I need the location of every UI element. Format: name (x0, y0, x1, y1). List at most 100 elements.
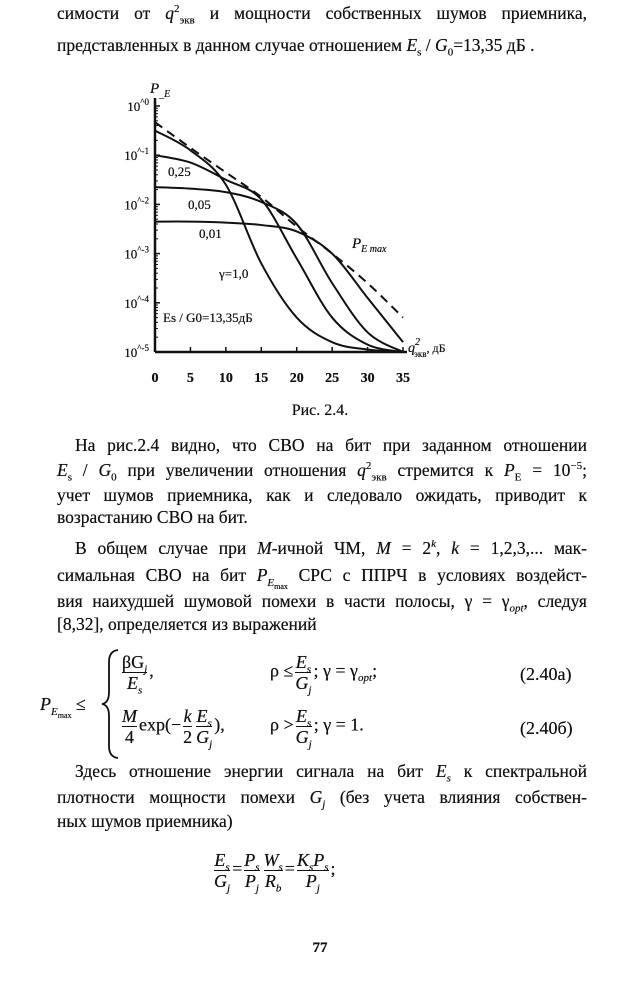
figure-2-4-chart: 0 5 10 15 20 25 30 35 10^0 10^-1 10^-2 10^-3 10^-4 10… (124, 81, 445, 386)
series-line-4 (154, 220, 404, 343)
math-token: E (214, 850, 226, 870)
brace-shape (101, 649, 119, 759)
math-token: max (57, 710, 72, 720)
math-token: / (421, 35, 436, 55)
math-part: j (256, 883, 259, 895)
formula-2-40a-row: βGj Es, ρ ≤ Es Gj; γ = γopt; (120, 652, 378, 696)
math-token: j (308, 684, 312, 697)
y-tick-label: 10^-4 (124, 294, 149, 311)
math-token: , (436, 538, 452, 558)
math-token: ; γ = 1. (313, 714, 364, 735)
formula-lhs: PEmax ≤ (40, 694, 86, 720)
math-part: Es (295, 652, 312, 676)
math-token: Здесь отношение энергии сигнала на бит (75, 761, 436, 781)
math-token: ; (372, 660, 378, 681)
math-token: j (144, 663, 148, 676)
math-token: j (227, 882, 231, 895)
math-part: s (307, 718, 311, 730)
math-token: E (57, 460, 68, 480)
math-token: k (183, 706, 192, 726)
math-part: Es (122, 673, 147, 696)
y-tick-label: 10^-1 (124, 146, 149, 163)
math-token: k (451, 538, 460, 558)
math-token: max (274, 581, 288, 591)
series-line-1 (154, 129, 404, 353)
math-part: M (122, 706, 137, 727)
math-part: KsPs (296, 850, 329, 874)
math-token: −5 (570, 460, 583, 473)
text-line: ных шумов приемника) (57, 811, 233, 831)
math-part: j (227, 883, 230, 895)
math-token: 4 (125, 727, 134, 747)
equation-number-2-40b: (2.40б) (520, 718, 573, 738)
math-token: при увеличении отношения (116, 460, 358, 480)
annotation-es-g0: Es / G0=13,35дБ (163, 310, 253, 325)
math-token: экв (179, 14, 195, 27)
x-tick-label: 30 (361, 371, 375, 386)
figure-caption: Рис. 2.4. (291, 402, 349, 419)
math-part: opt (358, 672, 372, 684)
math-token: G (435, 35, 448, 55)
series-line-2 (154, 154, 404, 353)
math-token: s (308, 861, 314, 874)
math-token: G (196, 727, 210, 747)
math-part: s (138, 685, 142, 697)
math-token: W (263, 850, 279, 870)
math-token: плотности мощности помехи (57, 787, 310, 807)
math-part: βGj Es (122, 652, 148, 696)
math-token: стремится к (386, 460, 504, 480)
math-part: s (279, 862, 283, 874)
equation-number-2-40a: (2.40а) (520, 664, 572, 684)
math-token: к спектральной (450, 761, 587, 781)
math-part: b (276, 883, 282, 895)
math-token: R (264, 871, 276, 891)
math-part: k (431, 538, 436, 550)
math-part: s (307, 664, 311, 676)
series-label-gamma-1: γ=1,0 (218, 266, 248, 281)
math-token: =13,35 дБ . (453, 35, 535, 55)
y-tick-label: 10^-3 (124, 245, 149, 262)
math-part: j (309, 739, 312, 751)
math-token: E (267, 576, 275, 589)
math-part: Es Gj (295, 706, 312, 750)
math-part: s (447, 773, 451, 785)
math-token: 2 (365, 460, 372, 473)
math-part: j (144, 664, 147, 676)
math-token: G (214, 871, 227, 891)
math-part: Gj (196, 727, 212, 750)
math-part: j (308, 685, 311, 697)
math-part: j (322, 799, 325, 811)
math-token: M (376, 538, 391, 558)
math-token: , следуя (523, 591, 587, 611)
text-line: Es / G0 при увеличении отношения q2экв с… (57, 459, 587, 483)
series-line-3 (154, 186, 404, 353)
math-token: вия наихудшей шумовой помехи в части пол… (57, 591, 465, 611)
x-tick-label: 5 (187, 371, 194, 386)
formula-2-40a: βGj Es, (120, 652, 258, 696)
math-token: G (309, 787, 323, 807)
series-label-0-05: 0,05 (188, 197, 211, 212)
series-label-0-25: 0,25 (168, 164, 191, 179)
x-tick-label: 20 (290, 371, 304, 386)
math-token: = (232, 858, 243, 879)
math-token: s (307, 717, 312, 730)
text-line: симальная СВО на бит PEmax СРС с ППРЧ в … (57, 564, 587, 590)
math-token: = 1,2,3,... мак- (459, 538, 587, 558)
math-part: j (317, 883, 320, 895)
math-part: Emax (51, 706, 72, 720)
y-tick-label: 10^0 (127, 97, 149, 114)
math-token: -ичной ЧМ, (271, 538, 377, 558)
math-token: В общем случае при (75, 538, 258, 558)
math-part: Es (196, 706, 213, 729)
math-token: M (122, 706, 137, 726)
math-token: j (209, 738, 213, 751)
formula-2-40b-condition: ρ > Es Gj; γ = 1. (270, 706, 364, 750)
math-part: Gj (296, 727, 312, 750)
math-token: opt (509, 602, 524, 615)
math-token: E (196, 706, 208, 726)
text-line: [8,32], определяется из выражений (57, 614, 317, 634)
math-token: K (296, 850, 309, 870)
text-line: учет шумов приемника, как и следовало ож… (57, 485, 587, 505)
text-line: плотности мощности помехи Gj (без учета … (57, 786, 587, 811)
x-tick-label: 10 (219, 371, 233, 386)
